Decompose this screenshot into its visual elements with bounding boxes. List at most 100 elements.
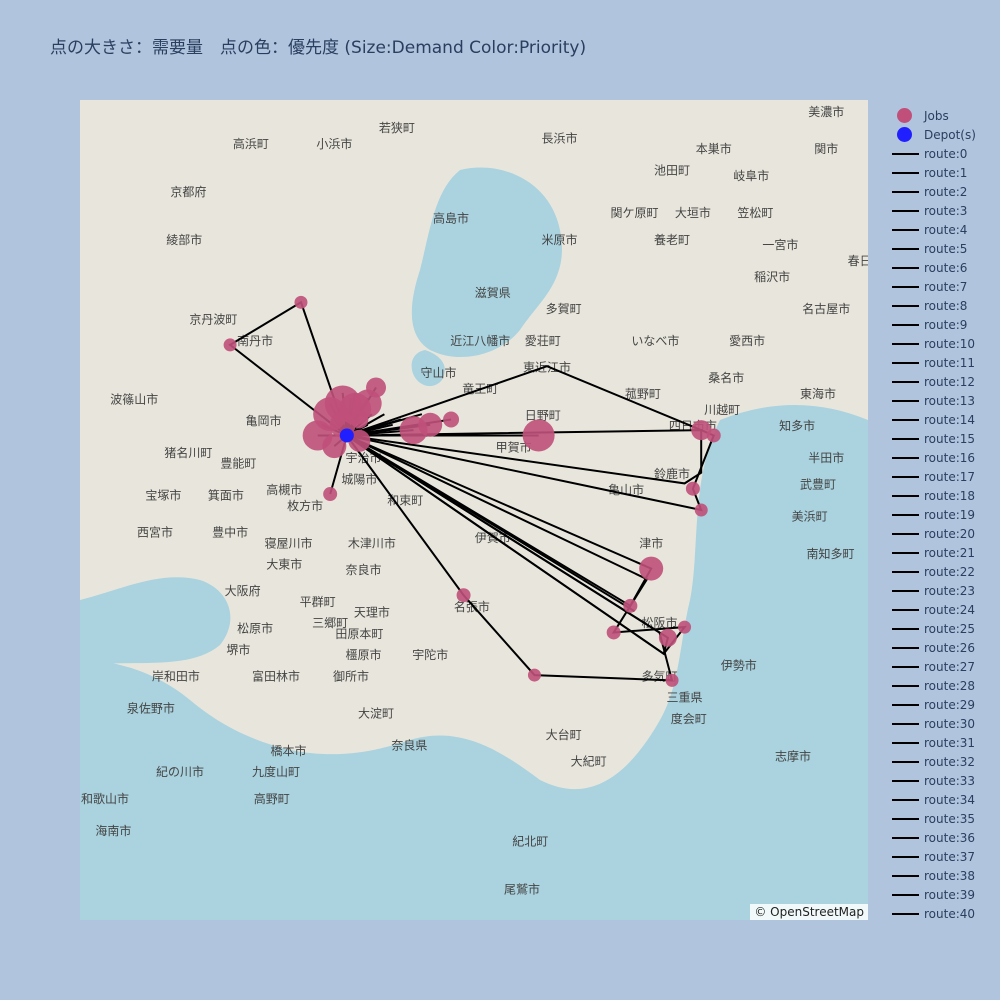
- map-label: 奈良県: [391, 738, 427, 753]
- legend-item-route[interactable]: route:5: [888, 239, 998, 258]
- legend-item-route[interactable]: route:10: [888, 334, 998, 353]
- legend-item-route[interactable]: route:23: [888, 581, 998, 600]
- legend-item-route[interactable]: route:22: [888, 562, 998, 581]
- legend-item-jobs[interactable]: Jobs: [888, 106, 998, 125]
- map-label: 菰野町: [625, 387, 661, 401]
- route-line-icon: [888, 771, 920, 790]
- legend-item-route[interactable]: route:13: [888, 391, 998, 410]
- job-point[interactable]: [294, 295, 308, 309]
- job-point[interactable]: [443, 411, 460, 428]
- map-area[interactable]: 若狭町 小浜市 高浜町 京都府 綾部市 南丹市 京丹波町 波篠山市 亀岡市 猪名川町 豊能町 宝塚市 箕…: [80, 100, 868, 920]
- map-label: 美濃市: [808, 104, 844, 119]
- map-label: 御所市: [333, 668, 369, 683]
- job-point[interactable]: [350, 410, 369, 429]
- legend-label-route: route:13: [924, 393, 976, 408]
- legend-label-route: route:10: [924, 336, 976, 351]
- legend-item-route[interactable]: route:32: [888, 752, 998, 771]
- legend-label-route: route:12: [924, 374, 976, 389]
- legend-item-route[interactable]: route:11: [888, 353, 998, 372]
- job-point[interactable]: [691, 420, 712, 441]
- legend-item-route[interactable]: route:2: [888, 182, 998, 201]
- legend-item-route[interactable]: route:25: [888, 619, 998, 638]
- job-point[interactable]: [522, 419, 555, 452]
- legend-item-route[interactable]: route:30: [888, 714, 998, 733]
- job-point[interactable]: [223, 338, 237, 352]
- legend-item-route[interactable]: route:24: [888, 600, 998, 619]
- route-line[interactable]: [346, 434, 653, 608]
- map-label: 養老町: [654, 232, 690, 247]
- map-label: 宇陀市: [412, 647, 448, 662]
- map-label: 木津川市: [348, 535, 396, 550]
- legend-item-route[interactable]: route:38: [888, 866, 998, 885]
- legend-item-route[interactable]: route:12: [888, 372, 998, 391]
- legend-item-route[interactable]: route:9: [888, 315, 998, 334]
- route-line-icon: [888, 524, 920, 543]
- legend-item-route[interactable]: route:40: [888, 904, 998, 923]
- legend-item-route[interactable]: route:26: [888, 638, 998, 657]
- legend-item-route[interactable]: route:21: [888, 543, 998, 562]
- job-point[interactable]: [606, 625, 621, 640]
- legend-label-route: route:18: [924, 488, 976, 503]
- job-point[interactable]: [694, 503, 708, 517]
- legend-item-route[interactable]: route:3: [888, 201, 998, 220]
- legend-item-route[interactable]: route:15: [888, 429, 998, 448]
- job-point[interactable]: [658, 628, 677, 647]
- route-line[interactable]: [346, 413, 423, 437]
- job-point[interactable]: [366, 377, 387, 398]
- legend-item-route[interactable]: route:36: [888, 828, 998, 847]
- legend-item-route[interactable]: route:1: [888, 163, 998, 182]
- legend-item-route[interactable]: route:6: [888, 258, 998, 277]
- job-point[interactable]: [323, 487, 338, 502]
- map-label: 田原本町: [335, 627, 383, 641]
- route-line-icon: [888, 543, 920, 562]
- legend-label-route: route:35: [924, 811, 976, 826]
- legend-item-route[interactable]: route:7: [888, 277, 998, 296]
- legend-label-route: route:0: [924, 146, 968, 161]
- legend-item-route[interactable]: route:29: [888, 695, 998, 714]
- legend-label-jobs: Jobs: [924, 108, 949, 123]
- map-label: 滋賀県: [475, 286, 511, 300]
- depot-point[interactable]: [339, 428, 354, 443]
- map-label: 波篠山市: [110, 392, 158, 407]
- map-attribution[interactable]: © OpenStreetMap: [750, 904, 868, 920]
- job-point[interactable]: [639, 556, 664, 581]
- route-line[interactable]: [228, 300, 348, 437]
- map-label: 大阪府: [225, 583, 261, 598]
- legend-item-route[interactable]: route:18: [888, 486, 998, 505]
- job-point[interactable]: [399, 416, 428, 445]
- legend-label-route: route:27: [924, 659, 976, 674]
- job-point[interactable]: [665, 673, 679, 687]
- legend-item-route[interactable]: route:19: [888, 505, 998, 524]
- map-label: 甲賀市: [496, 439, 532, 454]
- legend-label-route: route:14: [924, 412, 976, 427]
- job-point[interactable]: [322, 434, 347, 459]
- job-point[interactable]: [706, 428, 721, 443]
- legend-item-route[interactable]: route:39: [888, 885, 998, 904]
- job-point[interactable]: [623, 598, 638, 613]
- legend-item-route[interactable]: route:28: [888, 676, 998, 695]
- legend-item-route[interactable]: route:20: [888, 524, 998, 543]
- legend-item-route[interactable]: route:34: [888, 790, 998, 809]
- job-point[interactable]: [527, 668, 541, 682]
- legend-item-route[interactable]: route:0: [888, 144, 998, 163]
- legend-item-route[interactable]: route:16: [888, 448, 998, 467]
- legend-item-route[interactable]: route:17: [888, 467, 998, 486]
- job-point[interactable]: [685, 481, 700, 496]
- legend-item-route[interactable]: route:4: [888, 220, 998, 239]
- legend-item-route[interactable]: route:33: [888, 771, 998, 790]
- legend-item-route[interactable]: route:35: [888, 809, 998, 828]
- job-point[interactable]: [456, 588, 471, 603]
- route-line-icon: [888, 467, 920, 486]
- route-line[interactable]: [345, 434, 674, 682]
- route-line-icon: [888, 163, 920, 182]
- route-line[interactable]: [346, 429, 703, 485]
- legend-item-route[interactable]: route:31: [888, 733, 998, 752]
- legend-item-route[interactable]: route:8: [888, 296, 998, 315]
- job-point[interactable]: [678, 620, 692, 634]
- legend-item-route[interactable]: route:14: [888, 410, 998, 429]
- job-point[interactable]: [348, 429, 371, 452]
- legend-item-depot[interactable]: Depot(s): [888, 125, 998, 144]
- legend-item-route[interactable]: route:27: [888, 657, 998, 676]
- legend-item-route[interactable]: route:37: [888, 847, 998, 866]
